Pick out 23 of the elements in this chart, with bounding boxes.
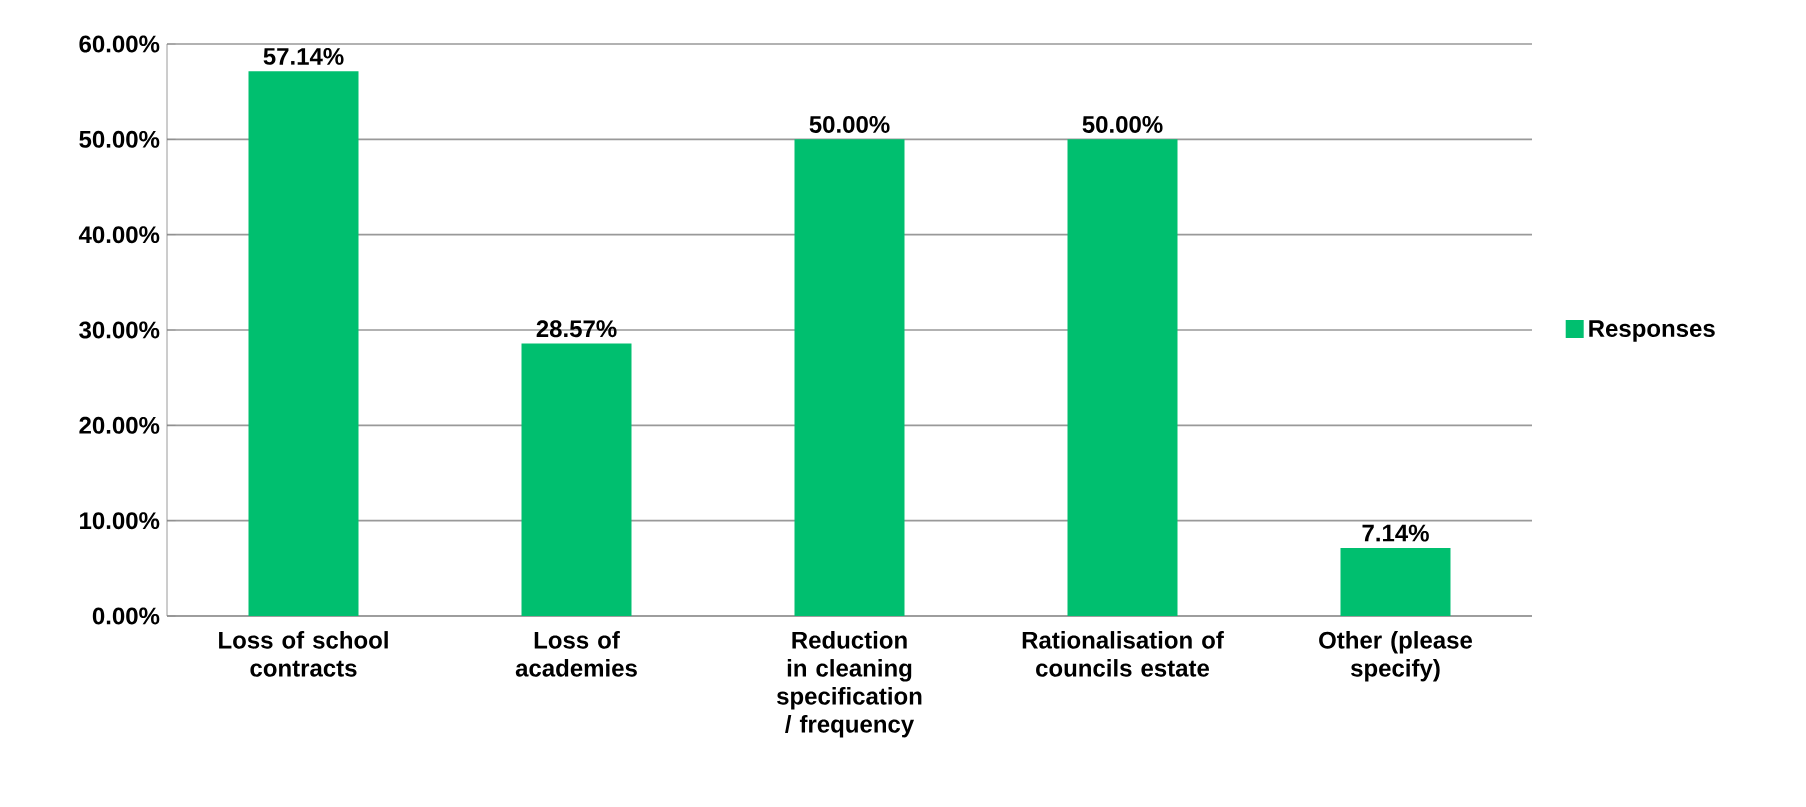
legend-label: Responses bbox=[1589, 320, 1715, 342]
bar bbox=[794, 139, 905, 616]
data-label: 50.00% bbox=[809, 115, 890, 133]
bar bbox=[521, 343, 632, 616]
y-tick-label: 30.00% bbox=[79, 321, 160, 339]
x-tick-label: Loss of school contracts bbox=[219, 631, 388, 677]
bar bbox=[248, 71, 359, 616]
data-label: 57.14% bbox=[263, 47, 344, 65]
y-tick-label: 50.00% bbox=[79, 130, 160, 148]
data-label: 7.14% bbox=[1362, 524, 1429, 542]
x-tick-label: Rationalisation of councils estate bbox=[1022, 631, 1224, 677]
data-label: 50.00% bbox=[1082, 115, 1163, 133]
data-label: 28.57% bbox=[536, 320, 617, 338]
bar bbox=[1340, 547, 1451, 616]
x-tick-label: Other (please specify) bbox=[1319, 631, 1473, 682]
x-tick-label: Loss of academies bbox=[515, 631, 637, 677]
y-tick-label: 60.00% bbox=[79, 35, 160, 53]
y-tick-label: 0.00% bbox=[92, 607, 160, 625]
y-tick-label: 10.00% bbox=[80, 512, 160, 530]
y-tick-label: 40.00% bbox=[78, 226, 160, 244]
y-tick-label: 20.00% bbox=[79, 416, 160, 434]
bar bbox=[1067, 139, 1178, 616]
x-tick-label: Reduction in cleaning specification / frequency bbox=[777, 631, 922, 738]
